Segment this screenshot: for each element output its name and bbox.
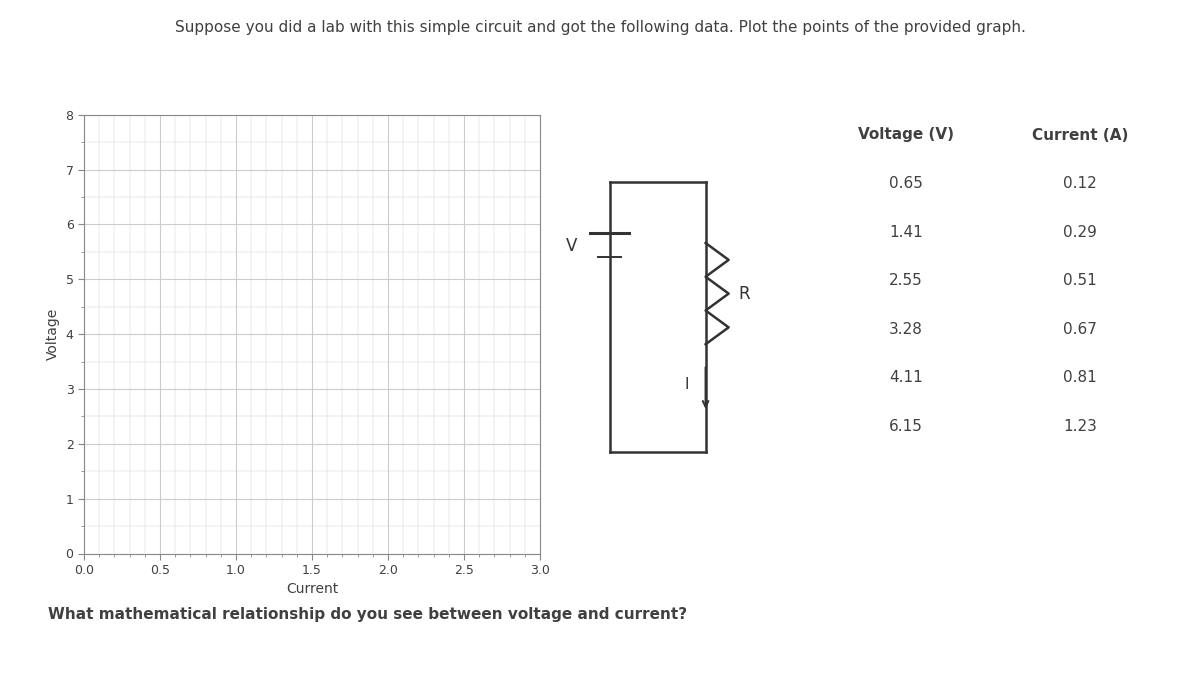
- Text: V: V: [565, 238, 577, 255]
- Text: Current (A): Current (A): [1032, 128, 1128, 142]
- Text: 0.67: 0.67: [1063, 322, 1097, 337]
- Text: Voltage (V): Voltage (V): [858, 128, 954, 142]
- Text: 0.29: 0.29: [1063, 225, 1097, 240]
- Text: 1.23: 1.23: [1063, 419, 1097, 434]
- Text: What mathematical relationship do you see between voltage and current?: What mathematical relationship do you se…: [48, 608, 688, 622]
- Text: I: I: [684, 377, 689, 392]
- Text: 2.55: 2.55: [889, 273, 923, 288]
- Text: 4.11: 4.11: [889, 371, 923, 385]
- Text: 0.51: 0.51: [1063, 273, 1097, 288]
- Text: 0.65: 0.65: [889, 176, 923, 191]
- Text: 6.15: 6.15: [889, 419, 923, 434]
- X-axis label: Current: Current: [286, 583, 338, 597]
- Text: 0.12: 0.12: [1063, 176, 1097, 191]
- Text: 0.81: 0.81: [1063, 371, 1097, 385]
- Text: Suppose you did a lab with this simple circuit and got the following data. Plot : Suppose you did a lab with this simple c…: [174, 20, 1026, 35]
- Text: R: R: [738, 285, 750, 302]
- Text: 3.28: 3.28: [889, 322, 923, 337]
- Y-axis label: Voltage: Voltage: [46, 308, 60, 360]
- Text: 1.41: 1.41: [889, 225, 923, 240]
